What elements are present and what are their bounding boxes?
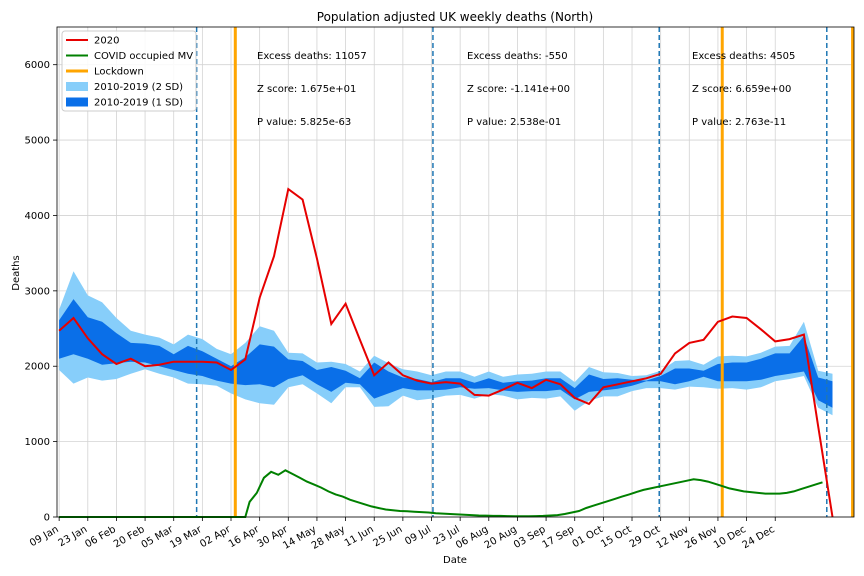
- x-tick-label: 19 Mar: [168, 524, 204, 551]
- series-2020: [58, 187, 834, 518]
- x-tick-label: 25 Jun: [372, 524, 405, 549]
- y-tick-label: 6000: [25, 60, 50, 71]
- sd-bands: [59, 271, 833, 416]
- legend-box: [61, 30, 197, 112]
- legend-label: Lockdown: [94, 67, 144, 78]
- y-tick-label: 5000: [25, 136, 50, 147]
- x-tick-label: 17 Sep: [541, 524, 577, 551]
- legend-swatch: [66, 97, 88, 107]
- x-tick-label: 20 Aug: [483, 524, 519, 551]
- x-tick-label: 24 Dec: [741, 524, 777, 551]
- x-tick-label: 03 Sep: [512, 524, 548, 551]
- legend-label: 2020: [94, 36, 119, 47]
- x-tick-label: 11 Jun: [343, 524, 376, 549]
- plot-frame: [56, 26, 855, 518]
- y-tick-label: 2000: [25, 362, 50, 373]
- band-2sd: [59, 271, 833, 416]
- y-tick-label: 1000: [25, 437, 50, 448]
- x-tick-label: 09 Jan: [28, 524, 61, 549]
- annotation-text: Z score: 6.659e+00: [692, 84, 791, 95]
- chart-title: Population adjusted UK weekly deaths (No…: [317, 10, 593, 24]
- annotation-text: Z score: -1.141e+00: [467, 84, 570, 95]
- annotation-text: Z score: 1.675e+01: [257, 84, 356, 95]
- legend-swatch: [66, 82, 88, 91]
- legend-label: COVID occupied MV: [94, 51, 193, 62]
- legend: 2020 COVID occupied MV Lockdown 2010-2019 (…: [61, 30, 197, 112]
- annotation-text: Excess deaths: -550: [467, 51, 568, 62]
- x-tick-label: 01 Oct: [571, 524, 605, 550]
- x-axis-label: Date: [443, 555, 467, 566]
- x-tick-label: 06 Feb: [83, 524, 118, 550]
- y-tick-label: 4000: [25, 211, 50, 222]
- x-tick-label: 28 May: [310, 524, 347, 552]
- legend-label: 2010-2019 (2 SD): [94, 82, 183, 93]
- annotation-text: Excess deaths: 4505: [692, 51, 795, 62]
- x-tick-label: 26 Nov: [683, 524, 719, 551]
- annotation-text: P value: 2.763e-11: [692, 117, 786, 128]
- x-tick-label: 09 Jul: [403, 524, 433, 548]
- data-lines: [58, 187, 834, 518]
- y-tick-label: 0: [44, 513, 50, 524]
- x-tick-label: 02 Apr: [198, 524, 233, 551]
- annotation-text: Excess deaths: 11057: [257, 51, 367, 62]
- y-tick-label: 3000: [25, 286, 50, 297]
- y-axis-ticks: 0 1000 2000 3000 4000 5000 6000: [25, 60, 57, 524]
- stat-annotations: Excess deaths: 11057 Z score: 1.675e+01 P …: [257, 51, 795, 128]
- legend-label: 2010-2019 (1 SD): [94, 98, 183, 109]
- vertical-markers: [195, 27, 855, 517]
- series-covid-mv: [59, 469, 823, 518]
- y-axis-label: Deaths: [11, 255, 22, 290]
- x-tick-label: 23 Jan: [57, 524, 90, 549]
- x-tick-label: 10 Dec: [712, 524, 748, 551]
- x-tick-label: 15 Oct: [599, 524, 633, 550]
- annotation-text: P value: 5.825e-63: [257, 117, 351, 128]
- x-tick-label: 16 Apr: [227, 524, 262, 551]
- annotation-text: P value: 2.538e-01: [467, 117, 561, 128]
